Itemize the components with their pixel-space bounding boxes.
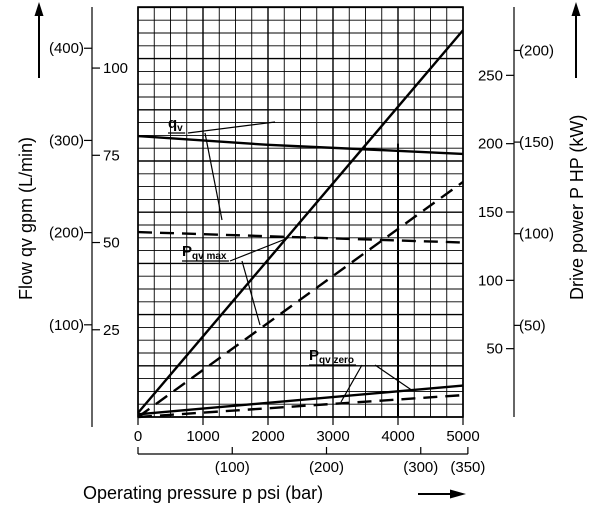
psi-tick-label: 2000: [251, 428, 284, 445]
psi-tick-label: 5000: [446, 428, 479, 445]
callout-1: Pqv max: [182, 237, 289, 326]
kw-tick-label: (200): [519, 42, 554, 59]
callout-main: P: [182, 243, 192, 260]
callout-main: q: [168, 115, 177, 132]
pressure-axis-title: Operating pressure p psi (bar): [83, 483, 323, 503]
hp-tick-label: 50: [486, 341, 503, 358]
power-axis-title: Drive power P HP (kW): [567, 115, 587, 300]
pressure-axis-arrow-icon: [450, 489, 466, 499]
bar-tick-label: (300): [403, 459, 438, 476]
psi-tick-label: 0: [134, 428, 142, 445]
hp-tick-label: 150: [478, 204, 503, 221]
lpm-tick-label: (100): [49, 317, 84, 334]
flow-axis-arrow-icon: [34, 2, 44, 16]
hp-tick-label: 100: [478, 272, 503, 289]
callout-label: Pqv zero: [309, 347, 354, 366]
kw-tick-label: (100): [519, 226, 554, 243]
gpm-tick-label: 50: [103, 235, 120, 252]
qv-solid-line: [137, 134, 464, 156]
kw-tick-label: (150): [519, 134, 554, 151]
lpm-tick-label: (300): [49, 132, 84, 149]
pqv-zero-solid-line: [137, 384, 464, 416]
callout-label: qv: [168, 115, 183, 134]
psi-tick-label: 4000: [381, 428, 414, 445]
callout-leader: [187, 121, 276, 134]
plot-frame: [137, 6, 464, 418]
callout-leader: [374, 364, 414, 392]
callout-sub: qv zero: [319, 355, 354, 366]
hp-tick-label: 200: [478, 136, 503, 153]
flow-axis-title: Flow qv gpm (L/min): [16, 137, 36, 300]
bar-tick-label: (200): [309, 459, 344, 476]
pqv-max-dashed-line: [137, 180, 464, 418]
pqv-max-solid-line: [137, 29, 464, 414]
callout-0: qv: [168, 115, 276, 221]
chart-series: [137, 29, 464, 419]
gpm-tick-label: 75: [103, 147, 120, 164]
callout-2: Pqv zero: [309, 347, 414, 403]
pqv-zero-dashed-line: [137, 393, 464, 419]
psi-tick-label: 1000: [186, 428, 219, 445]
qv-dashed-line: [137, 230, 464, 244]
kw-tick-label: (50): [519, 317, 546, 334]
hp-tick-label: 250: [478, 67, 503, 84]
callout-sub: qv max: [192, 251, 227, 262]
chart-axes: 25 50 75 100 (100) (200) (300) (400) Flow qv gpm…: [16, 2, 587, 503]
bar-tick-label: (100): [215, 459, 250, 476]
plot-grid: [137, 6, 464, 418]
callout-label: Pqv max: [182, 243, 227, 262]
psi-tick-label: 3000: [316, 428, 349, 445]
callout-sub: v: [177, 123, 183, 134]
callout-leader: [229, 237, 289, 262]
callout-leader: [204, 132, 223, 221]
bar-tick-label: (350): [450, 459, 485, 476]
callout-leader: [340, 364, 363, 403]
lpm-tick-label: (400): [49, 40, 84, 57]
gpm-tick-label: 100: [103, 60, 128, 77]
callout-main: P: [309, 347, 319, 364]
gpm-tick-label: 25: [103, 322, 120, 339]
lpm-tick-label: (200): [49, 225, 84, 242]
callout-leader: [241, 260, 261, 326]
power-axis-arrow-icon: [571, 2, 581, 16]
